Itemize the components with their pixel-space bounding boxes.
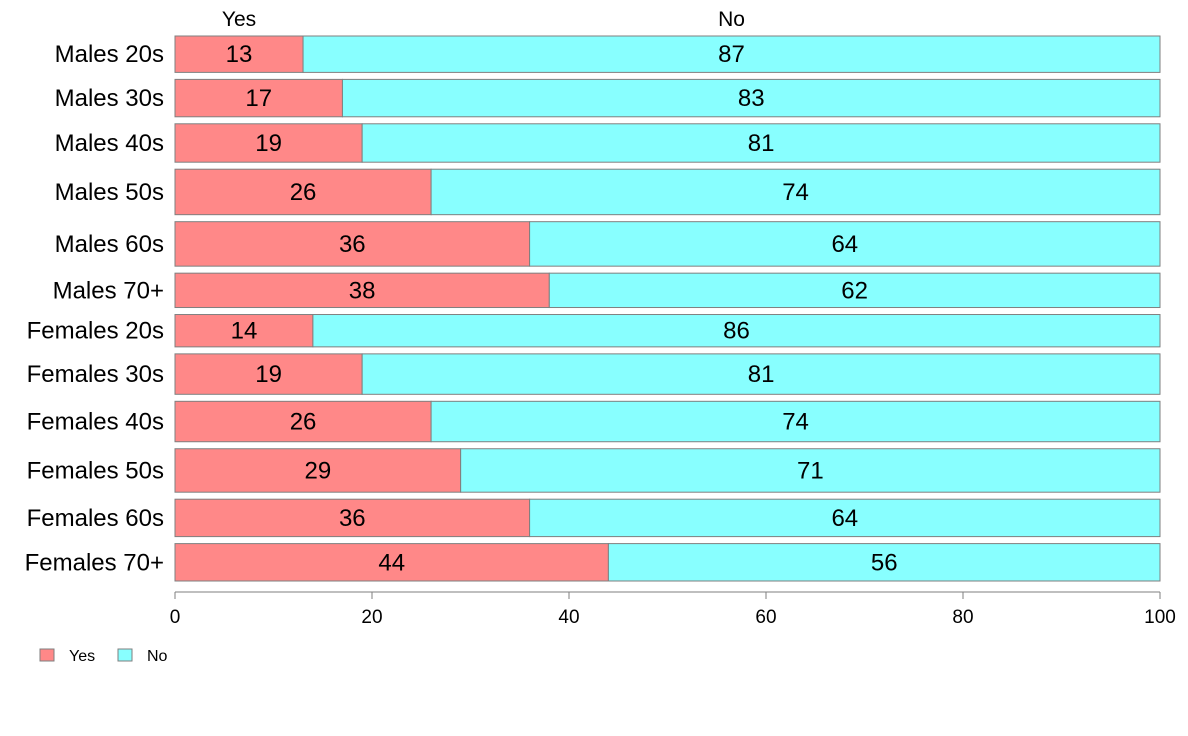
data-label: 19	[255, 130, 282, 157]
bar-segment-yes	[174, 498, 531, 538]
data-label: 71	[797, 457, 824, 484]
data-label: 81	[748, 130, 775, 157]
bar-segment-yes	[174, 35, 304, 73]
data-label: 29	[304, 457, 331, 484]
bar-segment-no	[361, 353, 1161, 395]
data-label: 13	[226, 41, 253, 68]
bar-segment-no	[529, 498, 1161, 538]
category-label: Females 70+	[25, 549, 164, 576]
bar-segment-no	[607, 543, 1161, 582]
bar-segment-yes	[174, 221, 531, 267]
legend-swatch-yes	[39, 648, 55, 662]
legend-label-no: No	[147, 648, 168, 665]
data-label: 86	[723, 318, 750, 345]
bar-segment-yes	[174, 123, 363, 163]
x-tick-label: 60	[755, 607, 776, 628]
data-label: 62	[841, 277, 868, 304]
bar-segment-yes	[174, 78, 343, 118]
x-tick-label: 80	[952, 607, 973, 628]
category-label: Males 50s	[55, 179, 164, 206]
bar-segment-no	[460, 448, 1161, 493]
data-label: 36	[339, 231, 366, 258]
bar-segment-no	[529, 221, 1161, 267]
category-label: Females 40s	[27, 409, 164, 436]
data-label: 44	[378, 549, 405, 576]
data-label: 38	[349, 277, 376, 304]
bar-segment-yes	[174, 400, 432, 443]
data-label: 83	[738, 85, 765, 112]
legend-swatch-no	[117, 648, 133, 662]
bar-segment-yes	[174, 448, 462, 493]
category-label: Males 30s	[55, 85, 164, 112]
data-label: 36	[339, 505, 366, 532]
top-label-yes: Yes	[222, 8, 256, 31]
bar-segment-no	[361, 123, 1161, 163]
category-label: Females 30s	[27, 361, 164, 388]
category-label: Males 60s	[55, 231, 164, 258]
data-label: 81	[748, 361, 775, 388]
data-label: 64	[831, 505, 858, 532]
data-label: 74	[782, 409, 809, 436]
bar-segment-no	[341, 78, 1161, 118]
category-label: Females 20s	[27, 318, 164, 345]
data-label: 74	[782, 179, 809, 206]
category-label: Females 50s	[27, 457, 164, 484]
bar-segment-yes	[174, 168, 432, 216]
data-label: 19	[255, 361, 282, 388]
x-tick-label: 100	[1144, 607, 1176, 628]
data-label: 17	[245, 85, 272, 112]
bar-segment-yes	[174, 543, 609, 582]
data-label: 26	[290, 409, 317, 436]
bar-segment-yes	[174, 314, 314, 348]
data-label: 87	[718, 41, 745, 68]
x-tick-label: 20	[361, 607, 382, 628]
bar-segment-no	[312, 314, 1161, 348]
category-label: Females 60s	[27, 505, 164, 532]
legend-label-yes: Yes	[69, 648, 95, 665]
data-label: 26	[290, 179, 317, 206]
category-label: Males 40s	[55, 130, 164, 157]
bar-segment-no	[548, 272, 1161, 309]
bar-segment-no	[430, 400, 1161, 443]
data-label: 14	[231, 318, 258, 345]
top-label-no: No	[718, 8, 745, 31]
data-label: 56	[871, 549, 898, 576]
category-label: Males 20s	[55, 41, 164, 68]
x-tick-label: 40	[558, 607, 579, 628]
data-label: 64	[831, 231, 858, 258]
bar-segment-no	[430, 168, 1161, 216]
bar-segment-no	[302, 35, 1161, 73]
category-label: Males 70+	[53, 277, 164, 304]
x-tick-label: 0	[170, 607, 181, 628]
